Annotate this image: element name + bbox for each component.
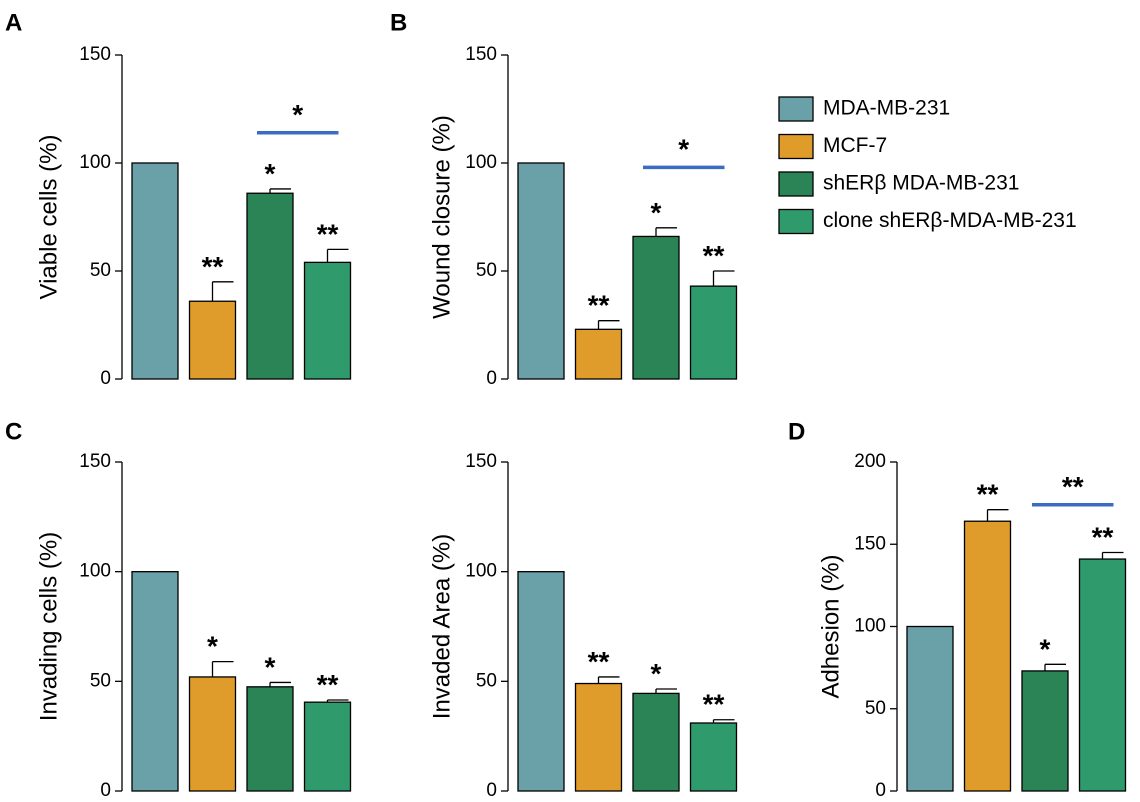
comparison-label: * [292,99,303,130]
bar-1 [906,625,954,792]
y-axis-title: Invading cells (%) [35,532,62,721]
y-axis-title: Wound closure (%) [428,115,455,319]
y-tick-label: 150 [465,44,497,65]
bar-3 [246,192,294,380]
panel-letter: C [5,418,22,445]
y-tick-label: 150 [79,44,111,65]
bar-3 [1021,670,1069,792]
legend-swatch-3 [778,171,814,197]
y-tick-label: 100 [465,561,497,582]
bar-1 [517,162,565,380]
y-tick-label: 50 [476,260,497,281]
significance-label-2: ** [588,290,610,321]
y-tick-label: 0 [100,780,111,801]
legend-swatch-4 [778,208,814,235]
significance-label-4: ** [317,669,339,700]
comparison-label: * [678,133,689,164]
y-tick-label: 0 [875,780,886,801]
significance-label-4: ** [703,240,725,271]
significance-label-4: ** [703,689,725,720]
significance-label-2: * [207,631,218,662]
y-tick-label: 50 [90,260,111,281]
y-tick-label: 50 [90,670,111,691]
legend-swatch-2 [778,133,814,160]
panel-letter: A [5,9,22,36]
y-axis-title: Adhesion (%) [817,554,844,698]
legend-swatch-1 [778,96,814,122]
significance-label-2: ** [977,479,999,510]
y-tick-label: 150 [854,533,886,554]
significance-label-3: * [265,158,276,189]
y-tick-label: 50 [865,698,886,719]
y-axis-title: Invaded Area (%) [428,534,455,719]
bar-1 [131,571,179,792]
y-tick-label: 0 [486,780,497,801]
bar-3 [632,235,680,380]
y-tick-label: 0 [100,368,111,389]
bar-2 [188,300,237,380]
bar-3 [246,686,294,792]
significance-label-2: ** [202,251,224,282]
significance-label-4: ** [317,218,339,249]
bar-2 [963,520,1012,792]
y-tick-label: 100 [854,616,886,637]
significance-label-3: * [265,651,276,682]
legend-label-1: MDA-MB-231 [823,97,950,120]
bar-4 [689,285,738,380]
y-tick-label: 100 [465,152,497,173]
significance-label-3: * [651,658,662,689]
y-tick-label: 0 [486,368,497,389]
bar-3 [632,692,680,792]
panel-letter: B [390,9,407,36]
legend: MDA-MB-231 MCF-7 shERβ MDA-MB-231 clone shE… [778,96,1077,235]
y-axis-title: Viable cells (%) [35,135,62,300]
bar-2 [574,328,623,380]
bar-4 [303,701,352,792]
significance-label-4: ** [1092,521,1114,552]
significance-label-2: ** [588,646,610,677]
bar-1 [131,162,179,380]
y-tick-label: 150 [465,451,497,472]
bar-4 [303,261,352,380]
y-tick-label: 50 [476,670,497,691]
significance-label-3: * [651,197,662,228]
y-tick-label: 200 [854,451,886,472]
bar-2 [574,682,623,792]
legend-label-4: clone shERβ-MDA-MB-231 [823,209,1077,232]
significance-label-3: * [1040,633,1051,664]
legend-label-2: MCF-7 [823,134,887,157]
legend-label-3: shERβ MDA-MB-231 [823,172,1019,195]
bar-1 [517,571,565,792]
y-tick-label: 100 [79,561,111,582]
panel-letter: D [788,418,805,445]
comparison-label: ** [1062,471,1084,502]
bar-2 [188,676,237,792]
bar-4 [1078,558,1127,792]
y-tick-label: 150 [79,451,111,472]
y-tick-label: 100 [79,152,111,173]
bar-4 [689,722,738,792]
